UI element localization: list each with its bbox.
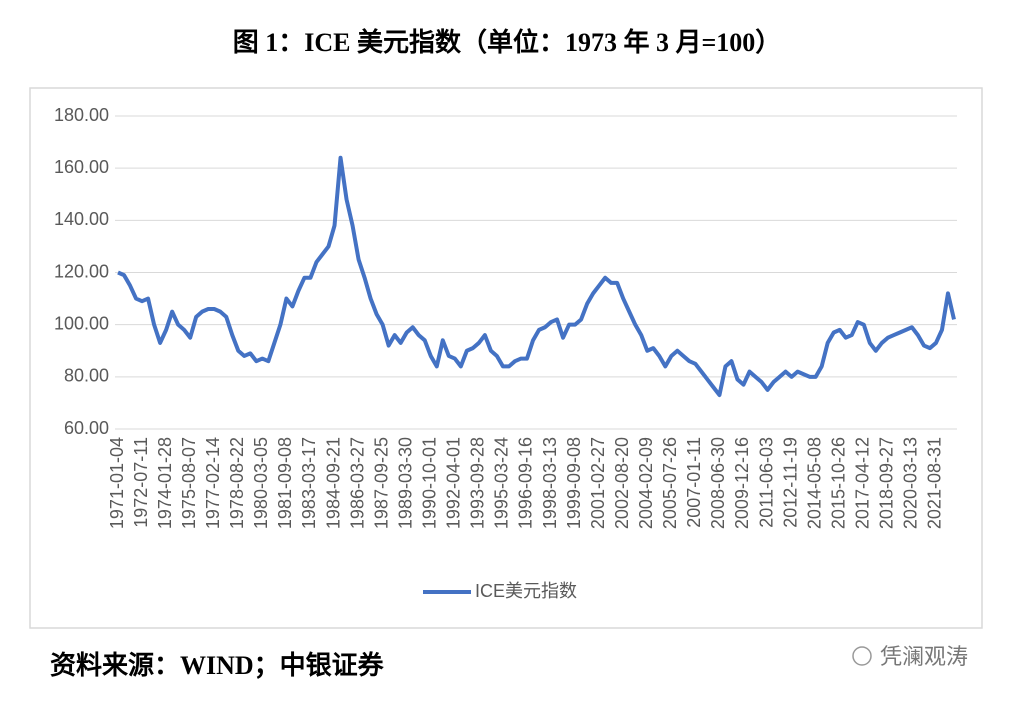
- chart-frame: [29, 87, 983, 629]
- x-tick-label: 1999-09-08: [564, 437, 584, 529]
- x-tick-label: 2009-12-16: [732, 437, 752, 529]
- y-tick-label: 60.00: [64, 418, 109, 438]
- x-tick-label: 1983-03-17: [299, 437, 319, 529]
- source-note: 资料来源：WIND；中银证券: [50, 651, 385, 680]
- x-tick-label: 2012-11-19: [780, 437, 800, 528]
- y-tick-label: 160.00: [54, 157, 109, 177]
- x-tick-label: 1981-09-08: [275, 437, 295, 529]
- x-tick-label: 1993-09-28: [468, 437, 488, 529]
- x-tick-label: 1990-10-01: [420, 437, 440, 529]
- x-tick-label: 2005-07-26: [660, 437, 680, 529]
- x-tick-label: 1980-03-05: [251, 437, 271, 529]
- y-tick-label: 100.00: [54, 313, 109, 333]
- x-tick-label: 1996-09-16: [516, 437, 536, 529]
- x-tick-label: 1972-07-11: [131, 437, 151, 528]
- y-tick-label: 120.00: [54, 261, 109, 281]
- x-tick-label: 1995-03-24: [492, 437, 512, 529]
- x-tick-label: 1989-03-30: [395, 437, 415, 529]
- x-tick-label: 2018-09-27: [877, 437, 897, 529]
- watermark: 凭澜观涛: [880, 644, 968, 669]
- figure-title: 图 1：ICE 美元指数（单位：1973 年 3 月=100）: [233, 27, 782, 57]
- x-tick-label: 1977-02-14: [203, 437, 223, 529]
- legend-label: ICE美元指数: [475, 581, 577, 601]
- data-line: [117, 155, 956, 398]
- x-tick-label: 1984-09-21: [323, 437, 343, 529]
- y-tick-label: 80.00: [64, 366, 109, 386]
- x-tick-label: 1978-08-22: [227, 437, 247, 529]
- x-tick-label: 2021-08-31: [925, 437, 945, 529]
- watermark-icon: [852, 646, 872, 666]
- x-tick-label: 1971-01-04: [107, 437, 127, 529]
- x-tick-label: 2007-01-11: [684, 437, 704, 528]
- y-tick-label: 140.00: [54, 209, 109, 229]
- x-tick-label: 2015-10-26: [828, 437, 848, 529]
- x-tick-label: 1975-08-07: [179, 437, 199, 529]
- x-tick-label: 2001-02-27: [588, 437, 608, 529]
- x-tick-label: 2004-02-09: [636, 437, 656, 529]
- x-tick-label: 2017-04-12: [853, 437, 873, 529]
- x-tick-label: 1998-03-13: [540, 437, 560, 529]
- y-tick-label: 180.00: [54, 105, 109, 125]
- x-tick-label: 2002-08-20: [612, 437, 632, 529]
- x-tick-label: 1987-09-25: [371, 437, 391, 529]
- x-tick-label: 2008-06-30: [708, 437, 728, 529]
- x-tick-label: 2020-03-13: [901, 437, 921, 529]
- x-tick-label: 2014-05-08: [804, 437, 824, 529]
- x-tick-label: 1974-01-28: [155, 437, 175, 529]
- x-tick-label: 1986-03-27: [347, 437, 367, 529]
- x-tick-label: 1992-04-01: [444, 437, 464, 529]
- x-tick-label: 2011-06-03: [756, 437, 776, 528]
